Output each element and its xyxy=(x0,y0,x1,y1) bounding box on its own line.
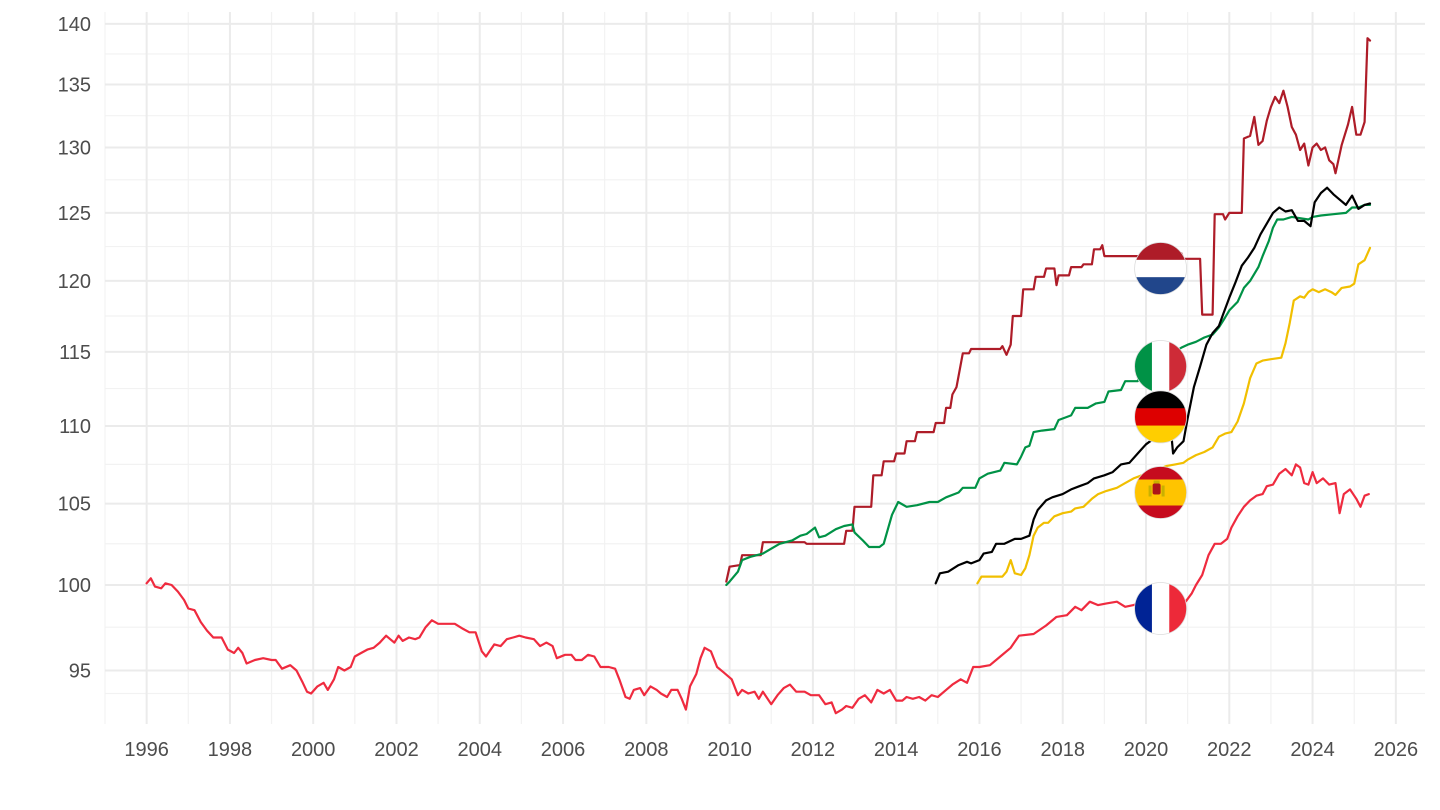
x-tick-label-2024: 2024 xyxy=(1290,739,1335,761)
x-tick-label-1996: 1996 xyxy=(124,739,169,761)
x-tick-label-2006: 2006 xyxy=(541,739,586,761)
x-tick-label-1998: 1998 xyxy=(208,739,253,761)
x-tick-label-2012: 2012 xyxy=(791,739,836,761)
minor-gridlines xyxy=(104,12,1425,724)
y-tick-label-120: 120 xyxy=(58,271,91,293)
flag-netherlands-icon xyxy=(1134,242,1187,295)
y-tick-label-130: 130 xyxy=(58,137,91,159)
x-tick-label-2022: 2022 xyxy=(1207,739,1252,761)
x-axis-ticks: 1996 1998 2000 2002 2004 2006 2008 2010 2012 2014… xyxy=(124,739,1418,761)
series-line-netherlands xyxy=(725,37,1372,583)
y-tick-label-115: 115 xyxy=(59,342,91,364)
series-line-france xyxy=(145,463,1370,715)
x-tick-label-2020: 2020 xyxy=(1124,739,1169,761)
flag-germany-icon xyxy=(1134,390,1187,444)
x-tick-label-2008: 2008 xyxy=(624,739,669,761)
flag-france-icon xyxy=(1134,582,1187,635)
y-axis-ticks: 95 100 105 110 115 120 125 130 135 140 xyxy=(58,14,91,683)
x-tick-label-2004: 2004 xyxy=(458,739,503,761)
x-tick-label-2000: 2000 xyxy=(291,739,336,761)
flag-italy-icon xyxy=(1134,340,1187,393)
x-tick-label-2026: 2026 xyxy=(1374,739,1419,761)
series-line-spain xyxy=(976,246,1372,585)
x-tick-label-2018: 2018 xyxy=(1040,739,1085,761)
flag-spain-icon xyxy=(1134,466,1187,519)
y-tick-label-135: 135 xyxy=(58,75,91,97)
series-line-germany xyxy=(934,186,1372,585)
x-tick-label-2002: 2002 xyxy=(374,739,419,761)
y-tick-label-110: 110 xyxy=(59,416,91,438)
x-tick-label-2010: 2010 xyxy=(707,739,752,761)
x-tick-label-2016: 2016 xyxy=(957,739,1002,761)
y-tick-label-95: 95 xyxy=(69,660,91,682)
y-tick-label-105: 105 xyxy=(58,494,91,516)
series-line-italy xyxy=(725,203,1372,587)
series-lines xyxy=(145,37,1372,715)
major-gridlines xyxy=(105,12,1425,724)
x-tick-label-2014: 2014 xyxy=(874,739,919,761)
y-tick-label-100: 100 xyxy=(58,575,91,597)
y-tick-label-140: 140 xyxy=(58,14,91,36)
flag-legend xyxy=(1134,242,1187,635)
y-tick-label-125: 125 xyxy=(58,203,91,225)
